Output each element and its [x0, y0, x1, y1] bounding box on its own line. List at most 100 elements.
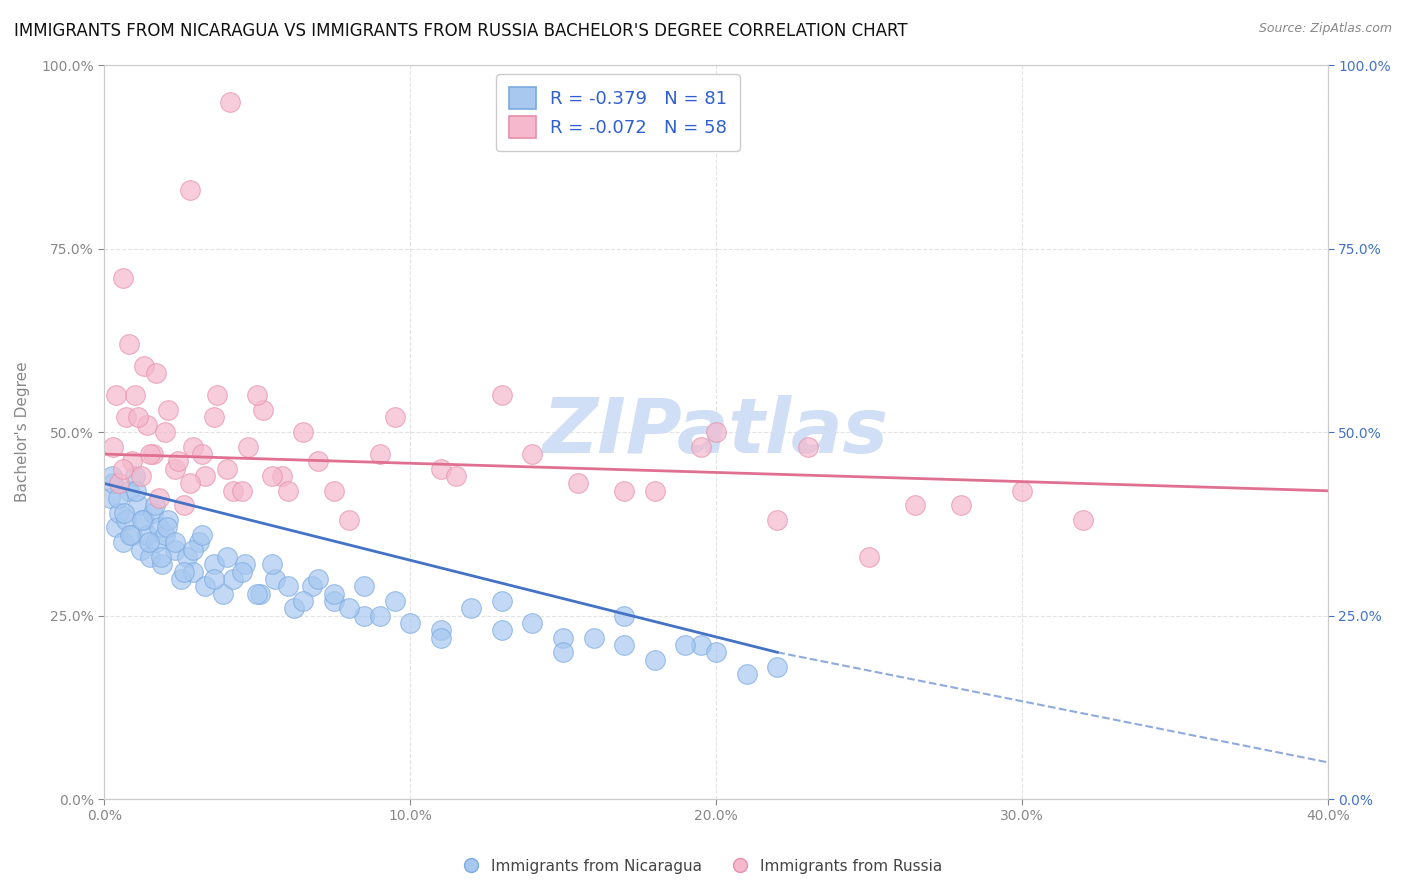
Point	[108, 506, 131, 520]
Point	[150, 558, 173, 572]
Point	[108, 476, 131, 491]
Point	[522, 615, 544, 630]
Point	[292, 425, 315, 439]
Point	[121, 454, 143, 468]
Point	[105, 388, 128, 402]
Point	[125, 483, 148, 498]
Point	[132, 359, 155, 373]
Point	[567, 476, 589, 491]
Point	[124, 388, 146, 402]
Point	[179, 183, 201, 197]
Point	[231, 483, 253, 498]
Point	[129, 542, 152, 557]
Point	[249, 586, 271, 600]
Point	[136, 417, 159, 432]
Point	[127, 499, 149, 513]
Point	[262, 558, 284, 572]
Point	[218, 95, 240, 109]
Point	[904, 499, 927, 513]
Legend: R = -0.379   N = 81, R = -0.072   N = 58: R = -0.379 N = 81, R = -0.072 N = 58	[496, 74, 740, 151]
Point	[491, 388, 513, 402]
Point	[215, 462, 238, 476]
Point	[551, 631, 574, 645]
Point	[644, 652, 666, 666]
Point	[112, 506, 135, 520]
Point	[149, 549, 172, 564]
Point	[613, 638, 636, 652]
Point	[429, 631, 451, 645]
Point	[105, 520, 128, 534]
Point	[246, 388, 269, 402]
Point	[143, 499, 166, 513]
Point	[194, 579, 217, 593]
Point	[202, 558, 225, 572]
Point	[246, 586, 269, 600]
Point	[704, 645, 727, 659]
Point	[129, 469, 152, 483]
Point	[270, 469, 292, 483]
Point	[142, 447, 165, 461]
Point	[231, 565, 253, 579]
Text: ZIPatlas: ZIPatlas	[543, 395, 889, 469]
Point	[107, 491, 129, 505]
Point	[163, 542, 186, 557]
Point	[277, 483, 299, 498]
Text: IMMIGRANTS FROM NICARAGUA VS IMMIGRANTS FROM RUSSIA BACHELOR'S DEGREE CORRELATIO: IMMIGRANTS FROM NICARAGUA VS IMMIGRANTS …	[14, 22, 908, 40]
Point	[163, 462, 186, 476]
Point	[399, 615, 422, 630]
Point	[156, 520, 179, 534]
Point	[136, 528, 159, 542]
Point	[252, 403, 274, 417]
Point	[163, 535, 186, 549]
Point	[1071, 513, 1094, 527]
Point	[236, 440, 259, 454]
Point	[212, 586, 235, 600]
Point	[202, 572, 225, 586]
Point	[138, 535, 160, 549]
Point	[221, 483, 243, 498]
Point	[491, 594, 513, 608]
Point	[166, 454, 188, 468]
Point	[98, 491, 121, 505]
Point	[301, 579, 323, 593]
Point	[181, 440, 204, 454]
Point	[202, 410, 225, 425]
Point	[120, 528, 142, 542]
Point	[127, 410, 149, 425]
Point	[551, 645, 574, 659]
Point	[689, 440, 711, 454]
Point	[145, 367, 167, 381]
Point	[169, 572, 191, 586]
Point	[444, 469, 467, 483]
Point	[384, 410, 406, 425]
Point	[613, 483, 636, 498]
Point	[142, 506, 165, 520]
Point	[704, 425, 727, 439]
Point	[207, 388, 229, 402]
Point	[188, 535, 211, 549]
Point	[675, 638, 697, 652]
Point	[735, 667, 758, 681]
Point	[215, 549, 238, 564]
Point	[173, 499, 195, 513]
Point	[262, 469, 284, 483]
Point	[613, 608, 636, 623]
Point	[191, 447, 214, 461]
Point	[155, 528, 177, 542]
Point	[181, 565, 204, 579]
Point	[155, 425, 177, 439]
Point	[111, 462, 134, 476]
Point	[384, 594, 406, 608]
Point	[307, 454, 329, 468]
Point	[139, 549, 162, 564]
Point	[277, 579, 299, 593]
Point	[148, 491, 170, 505]
Point	[522, 447, 544, 461]
Point	[124, 469, 146, 483]
Point	[103, 440, 125, 454]
Point	[132, 513, 155, 527]
Point	[176, 549, 198, 564]
Point	[131, 513, 153, 527]
Point	[491, 624, 513, 638]
Point	[1011, 483, 1033, 498]
